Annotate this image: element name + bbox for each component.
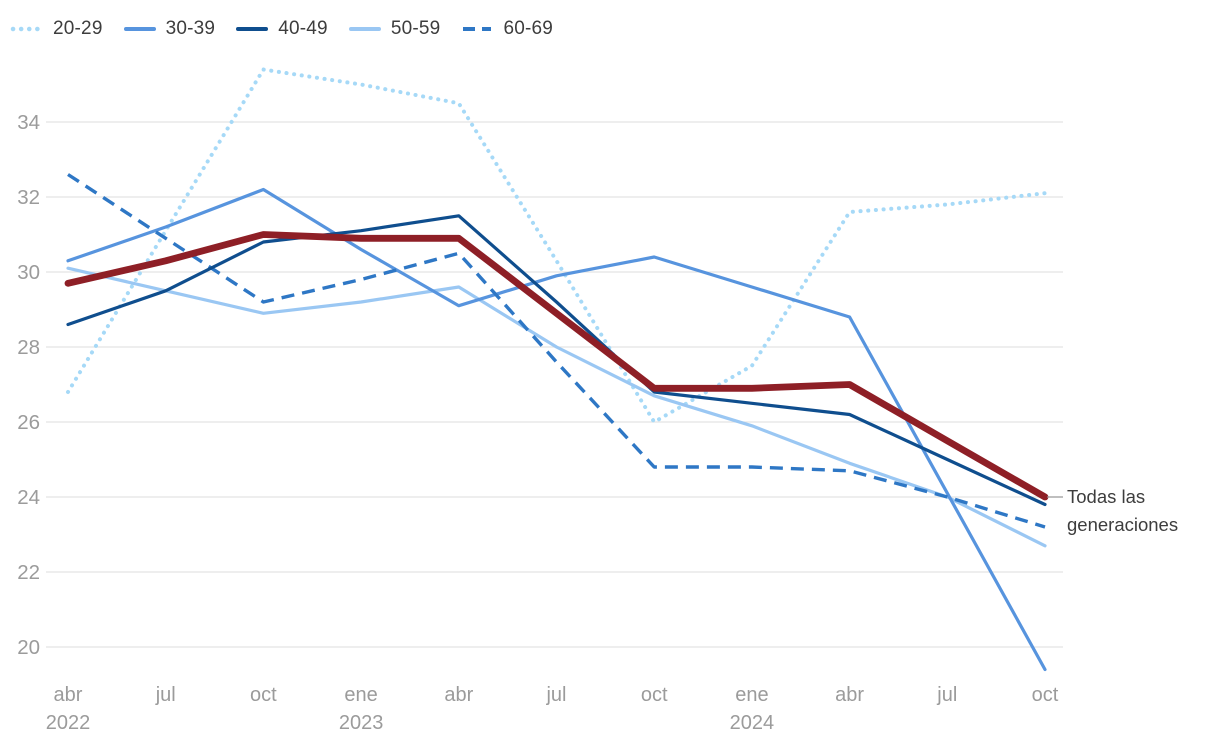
annotation-line-2: generaciones <box>1067 514 1179 535</box>
y-tick-label-20: 20 <box>17 636 40 659</box>
legend-swatch-dotted-icon <box>10 26 44 32</box>
series-line-50-59 <box>66 266 1047 548</box>
x-tick-year-2024: 2024 <box>730 712 775 734</box>
x-tick-label-4: abr <box>444 684 473 706</box>
legend-label: 60-69 <box>503 18 554 39</box>
legend-swatch-dashed-icon <box>463 27 492 31</box>
y-tick-label-22: 22 <box>17 561 40 584</box>
legend-item-40-49: 40-49 <box>235 18 328 40</box>
y-tick-label-32: 32 <box>17 186 40 209</box>
y-tick-label-24: 24 <box>17 486 40 509</box>
y-tick-label-34: 34 <box>17 111 40 134</box>
x-tick-label-5: jul <box>545 684 566 706</box>
legend-label: 30-39 <box>165 18 216 39</box>
legend-item-20-29: 20-29 <box>10 18 103 40</box>
x-tick-year-2022: 2022 <box>46 712 91 734</box>
legend-swatch-solid-icon <box>348 27 381 31</box>
legend-item-30-39: 30-39 <box>123 18 216 40</box>
x-tick-year-2023: 2023 <box>339 712 384 734</box>
x-tick-label-1: jul <box>155 684 176 706</box>
series-line-40-49 <box>66 214 1047 507</box>
legend-label: 40-49 <box>278 18 328 39</box>
legend-swatch-solid-icon <box>236 27 269 31</box>
series-annotation-todas-las-generaciones: Todas las generaciones <box>1067 483 1217 539</box>
legend-item-60-69: 60-69 <box>460 18 553 40</box>
x-tick-label-6: oct <box>641 684 668 706</box>
legend-label: 50-59 <box>390 18 441 39</box>
annotation-line-1: Todas las <box>1067 486 1146 507</box>
legend-label: 20-29 <box>53 18 103 39</box>
legend-swatch-solid-icon <box>123 27 156 31</box>
series-line-todas-las-generaciones <box>64 231 1049 501</box>
series-line-30-39 <box>66 187 1047 672</box>
legend-item-50-59: 50-59 <box>348 18 441 40</box>
x-tick-label-3: ene <box>344 684 377 706</box>
x-tick-label-7: ene <box>735 684 768 706</box>
x-tick-label-10: oct <box>1032 684 1059 706</box>
y-tick-label-26: 26 <box>17 411 40 434</box>
x-tick-label-9: jul <box>936 684 957 706</box>
series-line-20-29 <box>66 67 1047 424</box>
x-tick-label-0: abr <box>54 684 83 706</box>
x-tick-label-2: oct <box>250 684 277 706</box>
series-line-60-69 <box>67 173 1046 529</box>
x-tick-label-8: abr <box>835 684 864 706</box>
y-tick-label-30: 30 <box>17 261 40 284</box>
chart-legend: 20-29 30-39 40-49 50-59 60-69 <box>10 18 553 40</box>
y-tick-label-28: 28 <box>17 336 40 359</box>
